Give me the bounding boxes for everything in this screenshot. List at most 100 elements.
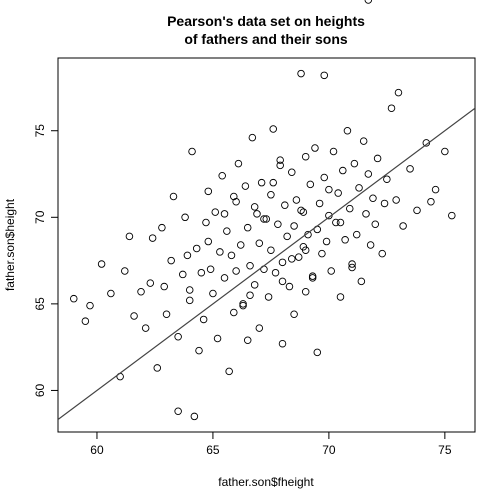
point (130, 312, 138, 320)
point (269, 178, 277, 187)
point (339, 166, 347, 175)
point (246, 291, 254, 299)
point (206, 265, 215, 273)
point (271, 268, 280, 277)
point (227, 251, 236, 260)
point (70, 294, 78, 303)
point (301, 246, 310, 254)
point (336, 293, 345, 301)
point (248, 133, 257, 142)
point (121, 267, 129, 275)
point (336, 218, 345, 227)
point (202, 218, 210, 227)
point (250, 281, 259, 289)
point (181, 213, 189, 222)
point (204, 237, 213, 246)
point (357, 277, 366, 286)
point (359, 137, 368, 145)
point (81, 317, 90, 325)
point (373, 154, 382, 163)
y-tick-label: 60 (33, 383, 47, 397)
point (325, 185, 333, 194)
point (195, 346, 203, 355)
reference-line (58, 107, 475, 421)
point (190, 412, 199, 421)
point (332, 218, 340, 227)
y-tick-label: 65 (33, 297, 47, 311)
point (427, 197, 435, 206)
point (431, 185, 440, 194)
point (167, 256, 175, 265)
point (285, 282, 294, 291)
point (283, 232, 291, 241)
point (311, 144, 319, 152)
point (241, 182, 250, 190)
point (306, 180, 315, 189)
point (346, 204, 354, 213)
point (179, 270, 187, 279)
point (232, 267, 240, 275)
point (281, 201, 289, 209)
point (301, 288, 310, 296)
point (341, 236, 349, 244)
point (267, 191, 275, 199)
point (237, 241, 245, 249)
plot-frame (57, 57, 476, 433)
point (297, 69, 305, 78)
point (371, 220, 380, 228)
point (274, 220, 282, 228)
point (174, 333, 182, 341)
point (329, 147, 338, 156)
point (288, 168, 296, 177)
x-tick-label: 60 (90, 443, 104, 457)
point (218, 171, 226, 180)
point (220, 210, 229, 218)
point (220, 274, 229, 282)
point (308, 272, 317, 280)
point (264, 293, 273, 301)
point (253, 210, 261, 218)
point (269, 125, 277, 133)
point (243, 223, 252, 232)
point (378, 249, 386, 258)
point (369, 194, 377, 202)
point (188, 147, 196, 156)
point (250, 203, 259, 211)
point (320, 71, 328, 80)
point (158, 223, 166, 232)
point (223, 227, 231, 235)
point (394, 88, 403, 97)
point (160, 282, 168, 291)
point (141, 324, 150, 332)
point (355, 184, 363, 192)
point (294, 253, 303, 261)
point (209, 289, 217, 298)
point (153, 364, 162, 372)
point (290, 310, 298, 319)
point (204, 187, 213, 196)
point (392, 196, 400, 204)
point (276, 156, 284, 164)
point (107, 289, 115, 298)
point (352, 230, 361, 239)
point (313, 348, 322, 357)
x-tick-label: 65 (206, 443, 220, 457)
point (290, 222, 298, 230)
point (169, 192, 178, 201)
point (387, 104, 396, 112)
point (230, 192, 238, 201)
point (185, 296, 194, 305)
point (334, 189, 342, 197)
point (192, 244, 201, 253)
point (257, 178, 266, 187)
y-axis-label: father.son$height (3, 198, 17, 291)
point (162, 310, 171, 319)
point (239, 301, 247, 310)
point (232, 197, 240, 206)
point (322, 237, 331, 246)
point (441, 147, 449, 156)
point (320, 173, 328, 182)
point (380, 199, 389, 208)
x-tick-label: 75 (438, 443, 452, 457)
point (213, 334, 222, 343)
